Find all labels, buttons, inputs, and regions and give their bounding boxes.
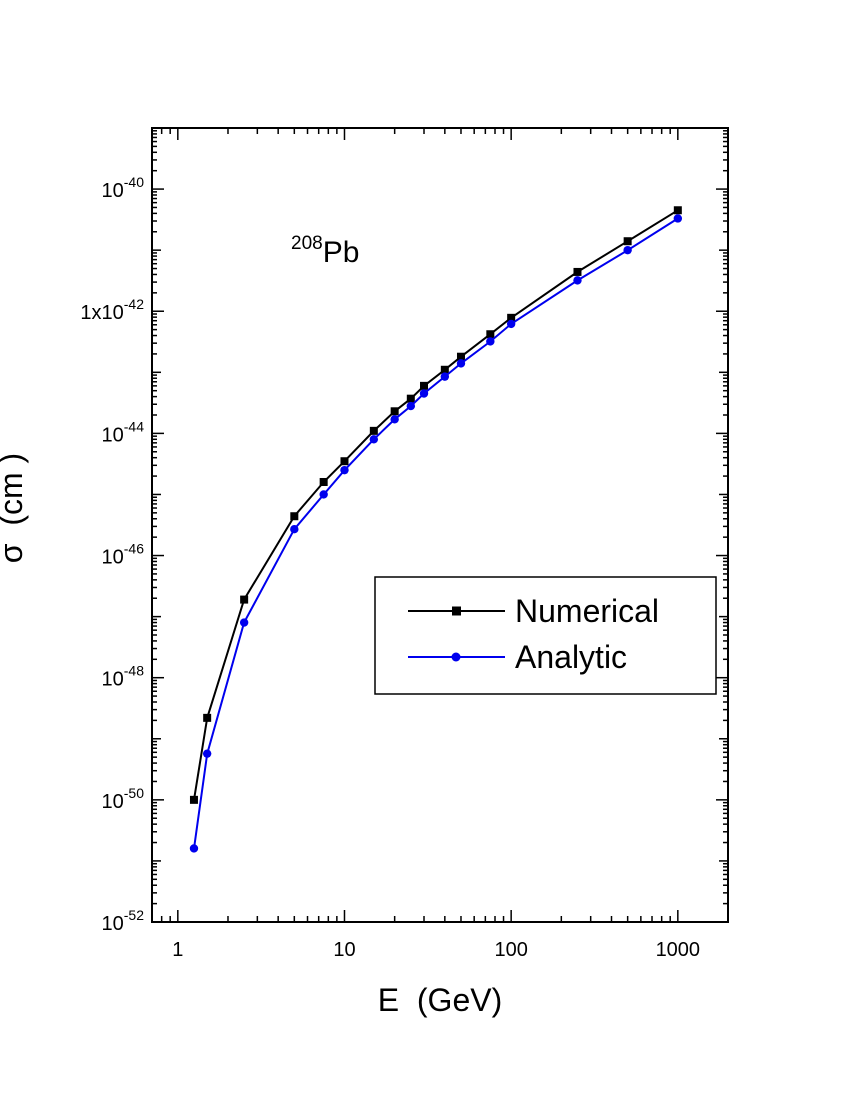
- plot-frame: [151, 127, 729, 923]
- series-line: [193, 209, 679, 800]
- data-point: [440, 365, 449, 374]
- data-point: [202, 749, 212, 758]
- data-point: [319, 477, 328, 486]
- pb-annotation: 208Pb: [291, 233, 359, 269]
- series-numerical: [189, 206, 682, 804]
- series-line: [193, 217, 679, 849]
- x-tick-label: 10: [333, 939, 355, 961]
- data-point: [456, 359, 466, 368]
- x-tick-label: 1000: [656, 939, 701, 961]
- data-point: [340, 457, 349, 466]
- data-point: [406, 401, 416, 411]
- data-point: [390, 407, 399, 416]
- data-point: [290, 512, 299, 521]
- data-point: [390, 415, 399, 424]
- data-point: [240, 595, 249, 604]
- data-point: [419, 389, 429, 398]
- pb-annotation-text: Pb: [323, 236, 360, 269]
- data-point: [573, 267, 582, 276]
- data-point: [506, 319, 516, 329]
- data-point: [369, 426, 378, 435]
- data-point: [456, 352, 465, 361]
- tick-labels: 1 10 100 1000 10-52 10-50 10-48 10-46 10-44 1x10-…: [80, 174, 700, 961]
- legend-label: Analytic: [515, 639, 627, 675]
- data-point: [369, 435, 379, 444]
- y-tick-label: 10-50: [102, 785, 145, 813]
- legend-label: Numerical: [515, 593, 659, 629]
- data-point: [623, 237, 632, 246]
- data-point: [623, 245, 632, 255]
- data-point: [239, 618, 249, 627]
- data-point: [203, 713, 212, 722]
- data-point: [319, 490, 328, 499]
- legend-items: Numerical Analytic: [408, 593, 659, 675]
- data-point: [486, 330, 495, 339]
- data-point: [290, 524, 299, 534]
- data-point: [673, 214, 683, 223]
- data-point: [440, 372, 450, 381]
- axis-ticks: [151, 128, 729, 923]
- x-tick-label: 100: [494, 939, 527, 961]
- y-tick-label: 10-40: [102, 174, 145, 202]
- x-axis-label: E (GeV): [378, 982, 502, 1018]
- data-point: [673, 206, 682, 215]
- legend-marker: [451, 652, 461, 662]
- y-tick-label: 10-46: [102, 541, 145, 569]
- legend-marker: [452, 606, 461, 616]
- data-point: [486, 337, 495, 346]
- pb-annotation-sup: 208: [291, 233, 323, 254]
- y-tick-label: 10-44: [102, 418, 145, 446]
- legend-box: [374, 576, 717, 695]
- data-point: [420, 381, 429, 390]
- x-tick-label: 1: [172, 939, 183, 961]
- legend: Numerical Analytic: [374, 576, 717, 695]
- y-axis-label: σ (cm ): [0, 453, 29, 563]
- data-point: [189, 844, 199, 853]
- y-tick-label: 10-48: [102, 663, 145, 691]
- y-tick-label: 1x10-42: [80, 296, 144, 324]
- data-point: [189, 795, 198, 804]
- data-point: [340, 465, 349, 475]
- y-tick-label: 10-52: [102, 907, 145, 935]
- data-point: [507, 313, 516, 322]
- data-point: [573, 276, 582, 285]
- series-analytic: [189, 214, 683, 853]
- data-point: [406, 394, 415, 403]
- series-layer: [189, 206, 683, 853]
